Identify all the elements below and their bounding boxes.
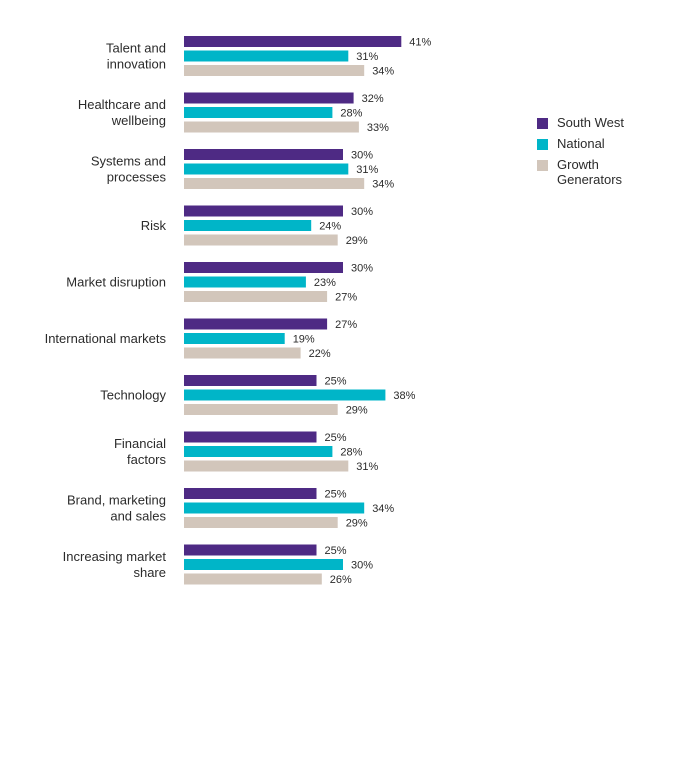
value-label-systems-and-processes-national: 31% (356, 164, 378, 176)
bar-technology-growth-generators (184, 404, 338, 415)
value-label-talent-and-innovation-south-west: 41% (409, 37, 431, 49)
value-label-risk-growth-generators: 29% (346, 235, 368, 247)
legend-item-growth-generators: Growth Generators (537, 157, 637, 187)
value-label-market-disruption-growth-generators: 27% (335, 292, 357, 304)
category-label-risk: Risk (141, 218, 167, 233)
category-label-market-disruption: Market disruption (66, 275, 166, 290)
bar-market-disruption-national (184, 276, 306, 288)
value-label-technology-national: 38% (393, 390, 415, 402)
category-label-increasing-market-share: Increasing market share (63, 549, 167, 580)
legend-label-south-west: South West (557, 115, 624, 130)
bar-brand-marketing-and-sales-growth-generators (184, 517, 338, 528)
bar-international-markets-south-west (184, 318, 328, 330)
value-label-brand-marketing-and-sales-national: 34% (372, 503, 394, 515)
value-label-increasing-market-share-national: 30% (351, 560, 373, 572)
bar-talent-and-innovation-national (184, 50, 349, 62)
legend-label-growth-generators: Growth Generators (557, 157, 623, 187)
category-label-brand-marketing-and-sales: Brand, marketing and sales (67, 493, 166, 524)
bar-brand-marketing-and-sales-south-west (184, 488, 317, 499)
value-label-healthcare-and-wellbeing-national: 28% (340, 108, 362, 120)
category-label-international-markets: International markets (45, 331, 167, 346)
legend-swatch-south-west (537, 118, 548, 129)
bar-international-markets-growth-generators (184, 347, 301, 359)
bar-systems-and-processes-south-west (184, 149, 343, 160)
bar-market-disruption-growth-generators (184, 291, 328, 302)
value-label-international-markets-national: 19% (293, 334, 315, 346)
bar-market-disruption-south-west (184, 262, 343, 273)
value-label-financial-factors-south-west: 25% (325, 432, 347, 444)
bar-financial-factors-national (184, 446, 333, 457)
bar-international-markets-national (184, 333, 285, 344)
value-label-international-markets-south-west: 27% (335, 319, 357, 331)
value-label-financial-factors-growth-generators: 31% (356, 461, 378, 473)
bar-brand-marketing-and-sales-national (184, 502, 365, 514)
bar-increasing-market-share-national (184, 559, 343, 570)
category-label-healthcare-and-wellbeing: Healthcare and wellbeing (78, 97, 166, 128)
bar-risk-growth-generators (184, 234, 338, 246)
category-label-systems-and-processes: Systems and processes (91, 154, 167, 185)
value-label-financial-factors-national: 28% (340, 447, 362, 459)
value-label-brand-marketing-and-sales-growth-generators: 29% (346, 518, 368, 530)
bar-talent-and-innovation-south-west (184, 36, 402, 47)
value-label-risk-south-west: 30% (351, 206, 373, 218)
value-label-talent-and-innovation-national: 31% (356, 51, 378, 63)
bar-technology-south-west (184, 375, 317, 386)
bar-systems-and-processes-growth-generators (184, 178, 365, 189)
value-label-market-disruption-national: 23% (314, 277, 336, 289)
bar-healthcare-and-wellbeing-south-west (184, 92, 354, 104)
value-label-systems-and-processes-south-west: 30% (351, 150, 373, 162)
category-label-technology: Technology (100, 388, 166, 403)
value-label-risk-national: 24% (319, 221, 341, 233)
bar-healthcare-and-wellbeing-national (184, 107, 333, 118)
bar-risk-national (184, 220, 312, 231)
bar-systems-and-processes-national (184, 163, 349, 175)
bar-technology-national (184, 389, 386, 401)
legend-item-national: National (537, 136, 637, 151)
bar-increasing-market-share-growth-generators (184, 573, 322, 585)
legend: South West National Growth Generators (537, 115, 637, 193)
legend-swatch-national (537, 139, 548, 150)
value-label-talent-and-innovation-growth-generators: 34% (372, 66, 394, 78)
value-label-increasing-market-share-growth-generators: 26% (330, 574, 352, 586)
legend-item-south-west: South West (537, 115, 637, 130)
legend-swatch-growth-generators (537, 160, 548, 171)
value-label-healthcare-and-wellbeing-growth-generators: 33% (367, 122, 389, 134)
bar-financial-factors-growth-generators (184, 460, 349, 472)
value-label-international-markets-growth-generators: 22% (309, 348, 331, 360)
value-label-market-disruption-south-west: 30% (351, 263, 373, 275)
value-label-technology-south-west: 25% (325, 376, 347, 388)
bar-risk-south-west (184, 205, 343, 217)
bar-talent-and-innovation-growth-generators (184, 65, 365, 76)
value-label-technology-growth-generators: 29% (346, 405, 368, 417)
category-label-talent-and-innovation: Talent and innovation (106, 41, 166, 72)
value-label-brand-marketing-and-sales-south-west: 25% (325, 489, 347, 501)
value-label-increasing-market-share-south-west: 25% (325, 545, 347, 557)
bar-healthcare-and-wellbeing-growth-generators (184, 121, 359, 133)
value-label-systems-and-processes-growth-generators: 34% (372, 179, 394, 191)
category-label-financial-factors: Financial factors (114, 436, 167, 467)
bar-financial-factors-south-west (184, 431, 317, 443)
legend-label-national: National (557, 136, 605, 151)
bar-increasing-market-share-south-west (184, 544, 317, 556)
value-label-healthcare-and-wellbeing-south-west: 32% (362, 93, 384, 105)
